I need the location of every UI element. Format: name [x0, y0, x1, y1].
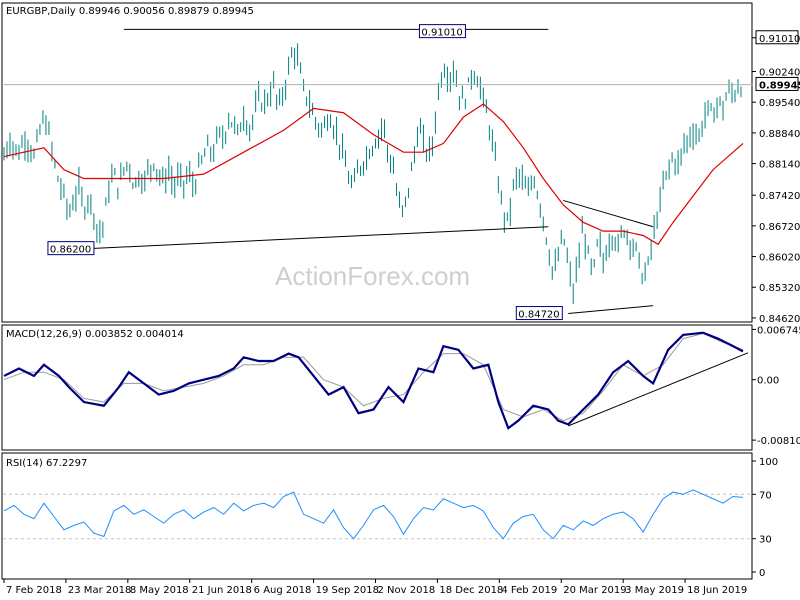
- price-y-tick-highlight-box: [755, 30, 799, 45]
- rsi-y-tick-label: 30: [759, 535, 772, 546]
- price-trendline: [568, 305, 654, 315]
- macd-signal-line: [3, 332, 744, 422]
- price-annotation-box: [515, 306, 563, 321]
- rsi-title: RSI(14) 67.2297: [6, 458, 87, 469]
- price-moving-average-line: [3, 103, 744, 246]
- price-trendline: [563, 199, 654, 228]
- price-y-tick-label: 0.91010: [759, 34, 800, 45]
- price-panel-frame: [1, 2, 753, 323]
- rsi-line: [3, 489, 744, 540]
- price-annotation-label: 0.91010: [421, 28, 462, 39]
- x-tick-label: 21 Jun 2018: [192, 585, 252, 596]
- x-tick-label: 6 Aug 2018: [254, 585, 312, 596]
- macd-y-tick-label: -0.008109: [757, 436, 800, 447]
- x-tick-label: 3 May 2019: [625, 585, 684, 596]
- price-y-tick-label: 0.89540: [759, 98, 800, 109]
- price-annotation-label: 0.84720: [518, 310, 559, 321]
- price-y-tick-label: 0.85320: [759, 283, 800, 294]
- macd-layer: 0.006745 0.00 -0.008109: [3, 325, 800, 447]
- price-annotation-label: 0.86200: [50, 245, 91, 256]
- rsi-y-tick-label: 70: [759, 490, 772, 501]
- macd-trendline: [568, 352, 749, 427]
- rsi-y-tick-label: 0: [759, 568, 765, 579]
- macd-title: MACD(12,26,9) 0.003852 0.004014: [6, 329, 184, 340]
- x-tick-label: 2 Nov 2018: [378, 585, 436, 596]
- price-y-tick-label: 0.87420: [759, 191, 800, 202]
- current-price-box: [755, 76, 799, 91]
- rsi-y-tick-label: 100: [759, 457, 778, 468]
- price-annotation-box: [418, 24, 466, 39]
- price-y-tick-label: 0.90240: [759, 68, 800, 79]
- price-y-tick-label: 0.86020: [759, 253, 800, 264]
- price-layer: 0.91010 0.86200 0.84720 0.91010 0.90240 0.895…: [3, 24, 800, 325]
- x-tick-label: 4 Feb 2019: [501, 585, 557, 596]
- price-trendline: [88, 226, 549, 250]
- rsi-layer: 100 70 30 0: [3, 457, 778, 579]
- x-tick-label: 18 Jun 2019: [687, 585, 747, 596]
- x-tick-label: 23 Mar 2018: [68, 585, 131, 596]
- macd-y-tick-label: 0.006745: [757, 325, 800, 336]
- price-y-tick-label: 0.86720: [759, 222, 800, 233]
- macd-panel-frame: [1, 324, 753, 451]
- price-header: EURGBP,Daily 0.89946 0.90056 0.89879 0.8…: [6, 6, 254, 17]
- watermark: ActionForex.com: [275, 261, 470, 291]
- price-y-tick-label: 0.88140: [759, 160, 800, 171]
- x-tick-label: 19 Sep 2018: [316, 585, 379, 596]
- x-tick-label: 18 Dec 2018: [439, 585, 503, 596]
- rsi-panel-frame: [1, 452, 753, 580]
- price-annotation-box: [47, 241, 95, 256]
- price-y-tick-label: 0.84620: [759, 314, 800, 325]
- macd-y-tick-label: 0.00: [757, 376, 779, 387]
- x-tick-label: 8 May 2018: [130, 585, 189, 596]
- x-tick-label: 7 Feb 2018: [6, 585, 62, 596]
- current-price-label: 0.89945: [759, 80, 800, 91]
- x-tick-label: 20 Mar 2019: [563, 585, 626, 596]
- price-y-tick-label: 0.88840: [759, 129, 800, 140]
- macd-main-line: [3, 331, 744, 430]
